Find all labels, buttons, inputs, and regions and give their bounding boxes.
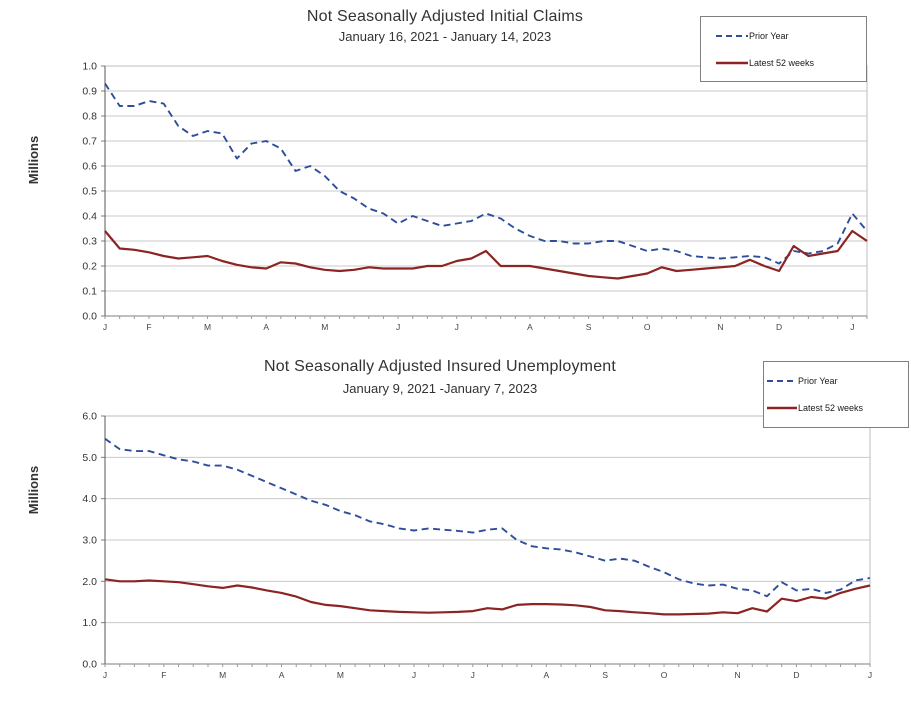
x-tick-label: J xyxy=(103,670,107,680)
y-tick-label: 0.3 xyxy=(82,236,97,248)
initial-claims-title: Not Seasonally Adjusted Initial Claims xyxy=(306,8,584,25)
y-tick-label: 5.0 xyxy=(82,452,97,464)
y-tick-label: 0.9 xyxy=(82,86,97,98)
x-tick-label: M xyxy=(219,670,226,680)
y-axis-label: Millions xyxy=(26,136,41,184)
x-tick-label: N xyxy=(717,322,723,332)
y-tick-label: 0.7 xyxy=(82,136,97,148)
x-tick-label: J xyxy=(868,670,872,680)
y-tick-label: 0.0 xyxy=(82,311,97,323)
x-tick-label: J xyxy=(850,322,854,332)
y-tick-label: 0.8 xyxy=(82,111,97,123)
insured-unemployment-plot: 0.0 1.0 2.0 3.0 4.0 5.0 6.0 J F M A M J J A S O N D J xyxy=(82,411,872,681)
x-tick-label: J xyxy=(471,670,475,680)
x-tick-label: J xyxy=(103,322,107,332)
x-tick-label: M xyxy=(321,322,328,332)
x-tick-label: M xyxy=(204,322,211,332)
y-tick-label: 0.1 xyxy=(82,286,97,298)
latest-52-weeks-line-sample xyxy=(716,61,748,64)
prior-year-line-sample xyxy=(716,34,748,37)
prior-year-line xyxy=(104,82,868,265)
latest-52-weeks-line-sample xyxy=(767,407,797,410)
x-tick-label: F xyxy=(161,670,166,680)
x-tick-label: J xyxy=(412,670,416,680)
y-tick-label: 2.0 xyxy=(82,576,97,588)
x-tick-label: M xyxy=(337,670,344,680)
legend: Prior Year Latest 52 weeks xyxy=(763,361,909,428)
x-tick-label: F xyxy=(146,322,151,332)
y-tick-label: 3.0 xyxy=(82,535,97,547)
x-tick-label: D xyxy=(776,322,782,332)
latest-52-weeks-line xyxy=(104,229,868,280)
y-tick-label: 6.0 xyxy=(82,411,97,423)
x-tick-label: A xyxy=(544,670,550,680)
prior-year-line xyxy=(104,437,871,598)
x-tick-label: A xyxy=(527,322,533,332)
legend-label: Latest 52 weeks xyxy=(749,57,815,68)
x-tick-label: O xyxy=(644,322,651,332)
y-tick-label: 0.6 xyxy=(82,161,97,173)
initial-claims-plot: 0.0 0.1 0.2 0.3 0.4 0.5 0.6 0.7 0.8 0.9 1.0 J F M A M J J… xyxy=(82,61,868,332)
x-tick-label: S xyxy=(586,322,592,332)
legend-item-prior-year: Prior Year xyxy=(715,31,866,41)
prior-year-line-sample xyxy=(767,379,797,382)
x-tick-label: A xyxy=(263,322,269,332)
x-tick-label: J xyxy=(455,322,459,332)
y-tick-label: 0.4 xyxy=(82,211,97,223)
legend-item-latest-52-weeks: Latest 52 weeks xyxy=(766,403,908,413)
y-tick-label: 0.2 xyxy=(82,261,97,273)
y-axis-label: Millions xyxy=(26,466,41,514)
y-tick-label: 0.5 xyxy=(82,186,97,198)
x-tick-label: S xyxy=(602,670,608,680)
legend-label: Prior Year xyxy=(798,375,838,386)
x-tick-label: O xyxy=(661,670,668,680)
latest-52-weeks-line xyxy=(104,578,871,616)
initial-claims-subtitle: January 16, 2021 - January 14, 2023 xyxy=(338,29,552,44)
x-tick-label: D xyxy=(793,670,799,680)
x-tick-label: A xyxy=(279,670,285,680)
x-tick-label: N xyxy=(735,670,741,680)
y-tick-label: 4.0 xyxy=(82,493,97,505)
legend-item-prior-year: Prior Year xyxy=(766,376,908,386)
insured-unemployment-title: Not Seasonally Adjusted Insured Unemploy… xyxy=(263,358,617,375)
x-tick-label: J xyxy=(396,322,400,332)
y-tick-label: 1.0 xyxy=(82,617,97,629)
y-tick-label: 0.0 xyxy=(82,659,97,671)
insured-unemployment-subtitle: January 9, 2021 -January 7, 2023 xyxy=(342,381,538,396)
legend-label: Prior Year xyxy=(749,30,789,41)
y-tick-label: 1.0 xyxy=(82,61,97,73)
legend-item-latest-52-weeks: Latest 52 weeks xyxy=(715,58,866,68)
legend-label: Latest 52 weeks xyxy=(798,403,864,414)
legend: Prior Year Latest 52 weeks xyxy=(700,16,867,82)
